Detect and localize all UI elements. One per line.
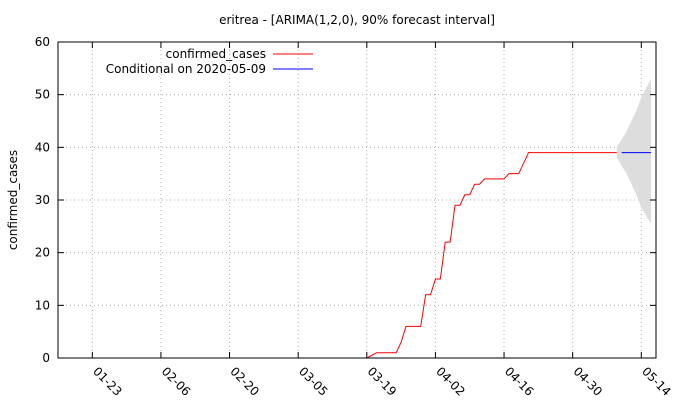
- y-tick-label: 40: [35, 140, 50, 154]
- y-tick-label: 0: [42, 351, 50, 365]
- y-tick-label: 50: [35, 88, 50, 102]
- x-tick-label: 01-23: [90, 364, 125, 399]
- forecast-band-layer: [616, 78, 652, 224]
- series-line-confirmed-cases: [366, 152, 617, 359]
- chart-title: eritrea - [ARIMA(1,2,0), 90% forecast in…: [219, 13, 495, 27]
- legend-label-conditional: Conditional on 2020-05-09: [106, 62, 266, 76]
- x-tick-label: 04-30: [571, 364, 606, 399]
- ticks: 0 10 20 30 40 50 60 01-23 02-06 02-20 03-05 03-19 04…: [35, 35, 674, 399]
- x-tick-label: 04-16: [502, 364, 537, 399]
- y-tick-label: 20: [35, 246, 50, 260]
- x-tick-label: 03-05: [296, 364, 331, 399]
- x-tick-label: 05-14: [639, 364, 674, 399]
- forecast-interval-band: [616, 78, 652, 224]
- x-tick-label: 02-06: [159, 364, 194, 399]
- x-tick-label: 04-02: [433, 364, 468, 399]
- y-axis-label: confirmed_cases: [6, 150, 20, 250]
- y-tick-label: 60: [35, 35, 50, 49]
- x-tick-label: 02-20: [227, 364, 262, 399]
- series-layer: [366, 152, 652, 359]
- legend: confirmed_cases Conditional on 2020-05-0…: [106, 47, 313, 76]
- y-tick-label: 30: [35, 193, 50, 207]
- grid: [58, 42, 656, 358]
- x-tick-label: 03-19: [365, 364, 400, 399]
- y-tick-label: 10: [35, 298, 50, 312]
- legend-label-confirmed-cases: confirmed_cases: [166, 47, 266, 61]
